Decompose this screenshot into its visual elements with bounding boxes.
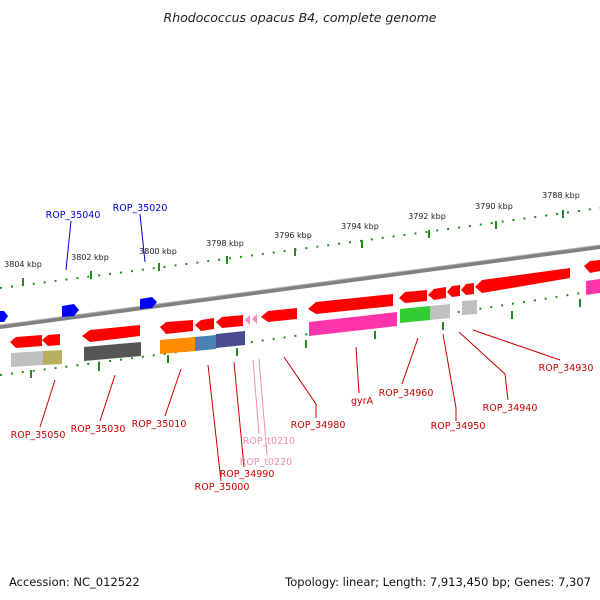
tick-label: 3796 kbp — [274, 231, 312, 240]
forward-genes — [0, 297, 157, 322]
gene-arrow-gyra[interactable] — [308, 294, 393, 314]
leader-line — [401, 337, 419, 385]
gene-arrow-reverse[interactable] — [42, 334, 60, 346]
cog-bar-green — [400, 306, 430, 323]
gene-label-rop-35000[interactable]: ROP_35000 — [195, 482, 250, 493]
gene-arrow-rop-35010[interactable] — [160, 320, 193, 334]
gene-label-rop-35010[interactable]: ROP_35010 — [132, 419, 187, 430]
gene-label-rop-t0220[interactable]: ROP_t0220 — [240, 457, 292, 468]
cog-bar-gray — [462, 300, 477, 315]
footer-summary: Topology: linear; Length: 7,913,450 bp; … — [284, 575, 591, 589]
tick-label: 3802 kbp — [71, 253, 109, 262]
footer-accession: Accession: NC_012522 — [9, 575, 140, 589]
tick-label: 3804 kbp — [4, 260, 42, 269]
gene-arrow-rop-34930[interactable] — [475, 268, 570, 293]
gene-label-rop-34930[interactable]: ROP_34930 — [539, 363, 594, 374]
leader-line — [283, 356, 317, 418]
gene-arrow-reverse[interactable] — [447, 285, 460, 297]
leader-line — [164, 368, 182, 417]
gene-label-rop-35030[interactable]: ROP_35030 — [71, 424, 126, 435]
gene-arrow-rop-35040[interactable] — [62, 304, 79, 317]
leader-line — [65, 220, 72, 271]
gene-arrow-rop-34980[interactable] — [261, 308, 297, 322]
gene-arrow-rop-35030[interactable] — [82, 325, 140, 342]
leader-line — [233, 361, 245, 468]
tick-label: 3800 kbp — [139, 247, 177, 256]
genome-backbone-highlight — [0, 244, 600, 326]
leader-line — [207, 364, 222, 482]
gene-label-rop-34940[interactable]: ROP_34940 — [483, 403, 538, 414]
cog-bar-magenta — [586, 279, 600, 295]
tick-label: 3794 kbp — [341, 222, 379, 231]
trna-arrow-rop-t0220[interactable] — [252, 314, 257, 324]
leader-line — [442, 333, 457, 421]
reverse-genes — [10, 260, 600, 348]
leader-line — [39, 379, 56, 428]
leader-line — [99, 374, 116, 422]
leader-line — [258, 358, 268, 456]
gene-arrow-rop-35000[interactable] — [195, 318, 214, 331]
cog-bar-orange — [160, 337, 195, 354]
leader-line — [458, 331, 509, 401]
tick-label: 3798 kbp — [206, 239, 244, 248]
trna-genes — [245, 314, 257, 325]
lower-leader-lines — [39, 329, 561, 482]
leader-line — [355, 346, 360, 394]
leader-line — [472, 329, 561, 361]
upper-leader-lines — [65, 213, 146, 271]
gene-arrow-rop-35050[interactable] — [10, 335, 42, 348]
cog-bar-darkgray — [84, 342, 141, 361]
upper-scale-ticks — [0, 207, 600, 289]
trna-arrow-rop-t0210[interactable] — [245, 315, 250, 325]
cog-bar-gray — [11, 351, 43, 367]
gene-arrow-forward[interactable] — [0, 311, 8, 322]
tick-label: 3788 kbp — [542, 191, 580, 200]
gene-arrow-reverse[interactable] — [584, 260, 600, 273]
cog-category-bars — [11, 279, 600, 367]
leader-line — [252, 359, 260, 435]
cog-bar-magenta — [309, 312, 397, 336]
gene-arrow-rop-35020[interactable] — [140, 297, 157, 309]
gene-label-rop-t0210[interactable]: ROP_t0210 — [243, 436, 295, 447]
gene-arrow-rop-34990[interactable] — [216, 315, 243, 328]
gene-label-gyra[interactable]: gyrA — [351, 396, 374, 407]
gene-label-rop-35020[interactable]: ROP_35020 — [113, 203, 168, 214]
cog-bar-olive — [43, 350, 62, 365]
tick-label: 3792 kbp — [408, 212, 446, 221]
gene-label-rop-34990[interactable]: ROP_34990 — [220, 469, 275, 480]
lower-scale-ticks — [0, 289, 600, 378]
gene-label-rop-34980[interactable]: ROP_34980 — [291, 420, 346, 431]
gene-arrow-rop-34950[interactable] — [428, 287, 446, 300]
gene-arrow-rop-34960[interactable] — [399, 290, 427, 303]
gene-label-rop-35040[interactable]: ROP_35040 — [46, 210, 101, 221]
gene-label-rop-34960[interactable]: ROP_34960 — [379, 388, 434, 399]
leader-line — [139, 213, 146, 263]
gene-label-rop-35050[interactable]: ROP_35050 — [11, 430, 66, 441]
cog-bar-slate — [216, 331, 245, 348]
tick-label: 3790 kbp — [475, 202, 513, 211]
scale-tick-labels: 3804 kbp 3802 kbp 3800 kbp 3798 kbp 3796… — [4, 191, 580, 269]
map-title: Rhodococcus opacus B4, complete genome — [164, 10, 437, 25]
cog-bar-gray — [430, 304, 450, 320]
gene-label-rop-34950[interactable]: ROP_34950 — [431, 421, 486, 432]
gene-arrow-rop-34940[interactable] — [461, 283, 474, 295]
cog-bar-steelblue — [195, 335, 216, 351]
genome-backbone — [0, 245, 600, 329]
